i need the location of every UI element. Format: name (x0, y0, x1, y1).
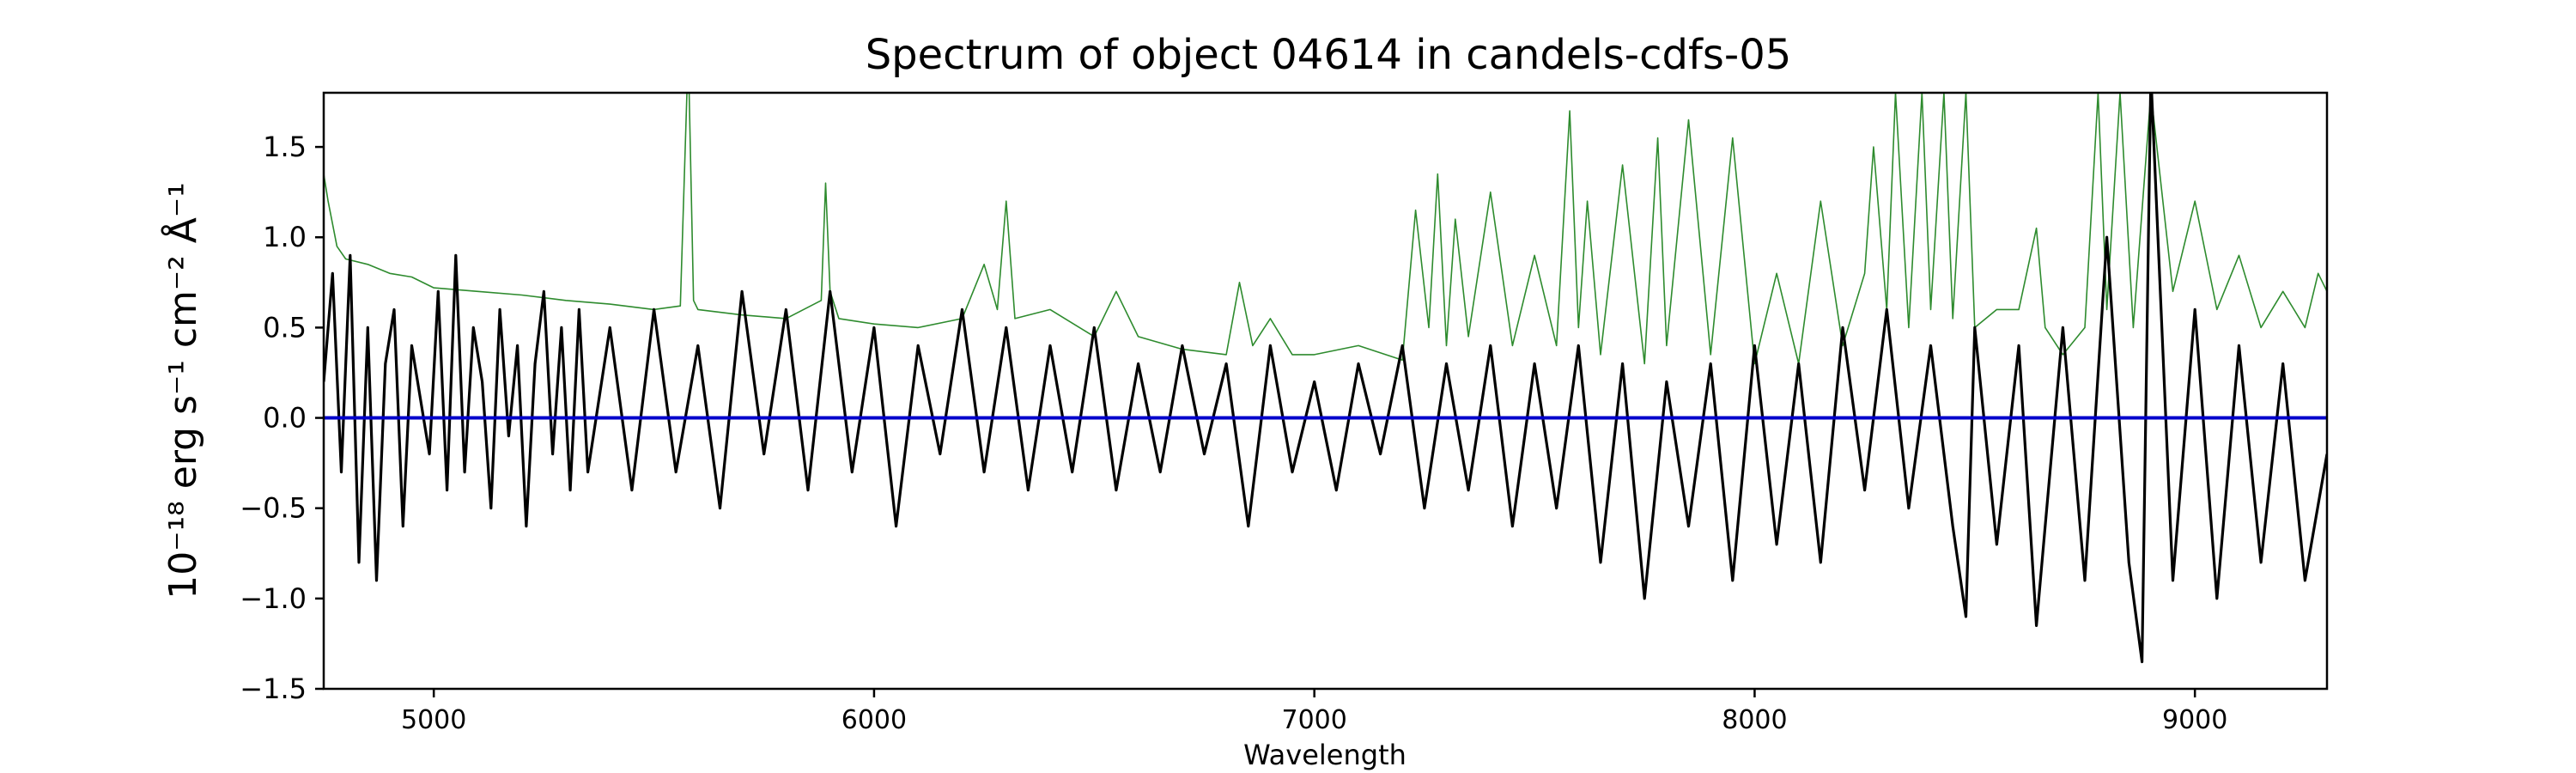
plot-frame (322, 91, 2329, 691)
x-tick-label: 5000 (401, 705, 466, 735)
y-tick-label: 1.5 (263, 131, 307, 163)
x-tick-label: 6000 (841, 705, 907, 735)
y-tick-label: −0.5 (240, 492, 307, 525)
series-layer (324, 93, 2327, 664)
chart-title: Spectrum of object 04614 in candels-cdfs… (866, 31, 1792, 79)
y-tick-label: 1.0 (263, 221, 307, 253)
y-tick-label: 0.0 (263, 402, 307, 435)
x-axis-ticks: 5000 6000 7000 8000 9000 (401, 689, 2227, 735)
flux-series-line (324, 93, 2327, 664)
y-axis-label: 10⁻¹⁸ erg s⁻¹ cm⁻² Å⁻¹ (160, 182, 205, 599)
x-tick-label: 8000 (1722, 705, 1787, 735)
x-axis-label: Wavelength (1243, 739, 1406, 771)
y-tick-label: −1.5 (240, 673, 307, 705)
plot-area (322, 91, 2329, 691)
x-tick-label: 9000 (2162, 705, 2227, 735)
y-axis-ticks: −1.5 −1.0 −0.5 0.0 0.5 1.0 1.5 (240, 131, 324, 705)
y-tick-label: −1.0 (240, 582, 307, 615)
x-tick-label: 7000 (1282, 705, 1347, 735)
y-tick-label: 0.5 (263, 311, 307, 344)
error-series-line (324, 93, 2327, 365)
